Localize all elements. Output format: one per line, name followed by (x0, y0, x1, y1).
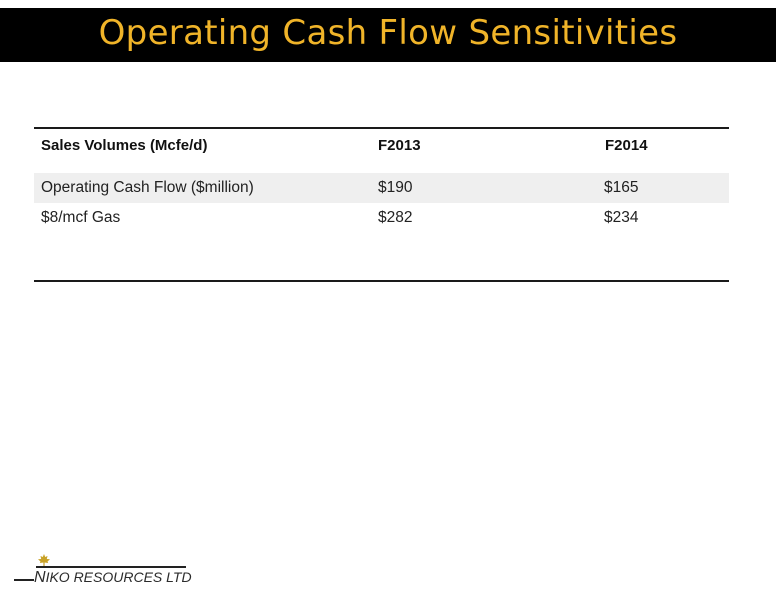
cell-f2014: $234 (604, 209, 639, 226)
logo-text: IKO RESOURCES LTD (45, 569, 192, 585)
row-label: Operating Cash Flow ($million) (41, 179, 254, 196)
logo-left-line (14, 579, 34, 581)
header-f2014: F2014 (605, 136, 648, 154)
maple-leaf-icon (38, 554, 50, 567)
cell-f2013: $190 (378, 179, 413, 196)
table-header-row: Sales Volumes (Mcfe/d) F2013 F2014 (34, 129, 729, 161)
logo-wordmark: NIKO RESOURCES LTD (34, 569, 192, 587)
row-label: $8/mcf Gas (41, 209, 121, 226)
header-sales-volumes: Sales Volumes (Mcfe/d) (41, 136, 208, 154)
cell-f2014: $165 (604, 179, 639, 196)
table-row: $8/mcf Gas $282 $234 (34, 203, 729, 233)
sensitivity-table: Sales Volumes (Mcfe/d) F2013 F2014 Opera… (34, 127, 729, 282)
cell-f2013: $282 (378, 209, 413, 226)
page-title: Operating Cash Flow Sensitivities (98, 13, 678, 53)
title-bar: Operating Cash Flow Sensitivities (0, 8, 776, 62)
table-bottom-rule (34, 280, 729, 282)
logo-top-line (36, 566, 186, 568)
table-top-rule (34, 127, 729, 129)
company-logo: NIKO RESOURCES LTD (14, 552, 194, 588)
table-row: Operating Cash Flow ($million) $190 $165 (34, 173, 729, 203)
header-f2013: F2013 (378, 136, 421, 154)
logo-initial: N (34, 569, 46, 586)
